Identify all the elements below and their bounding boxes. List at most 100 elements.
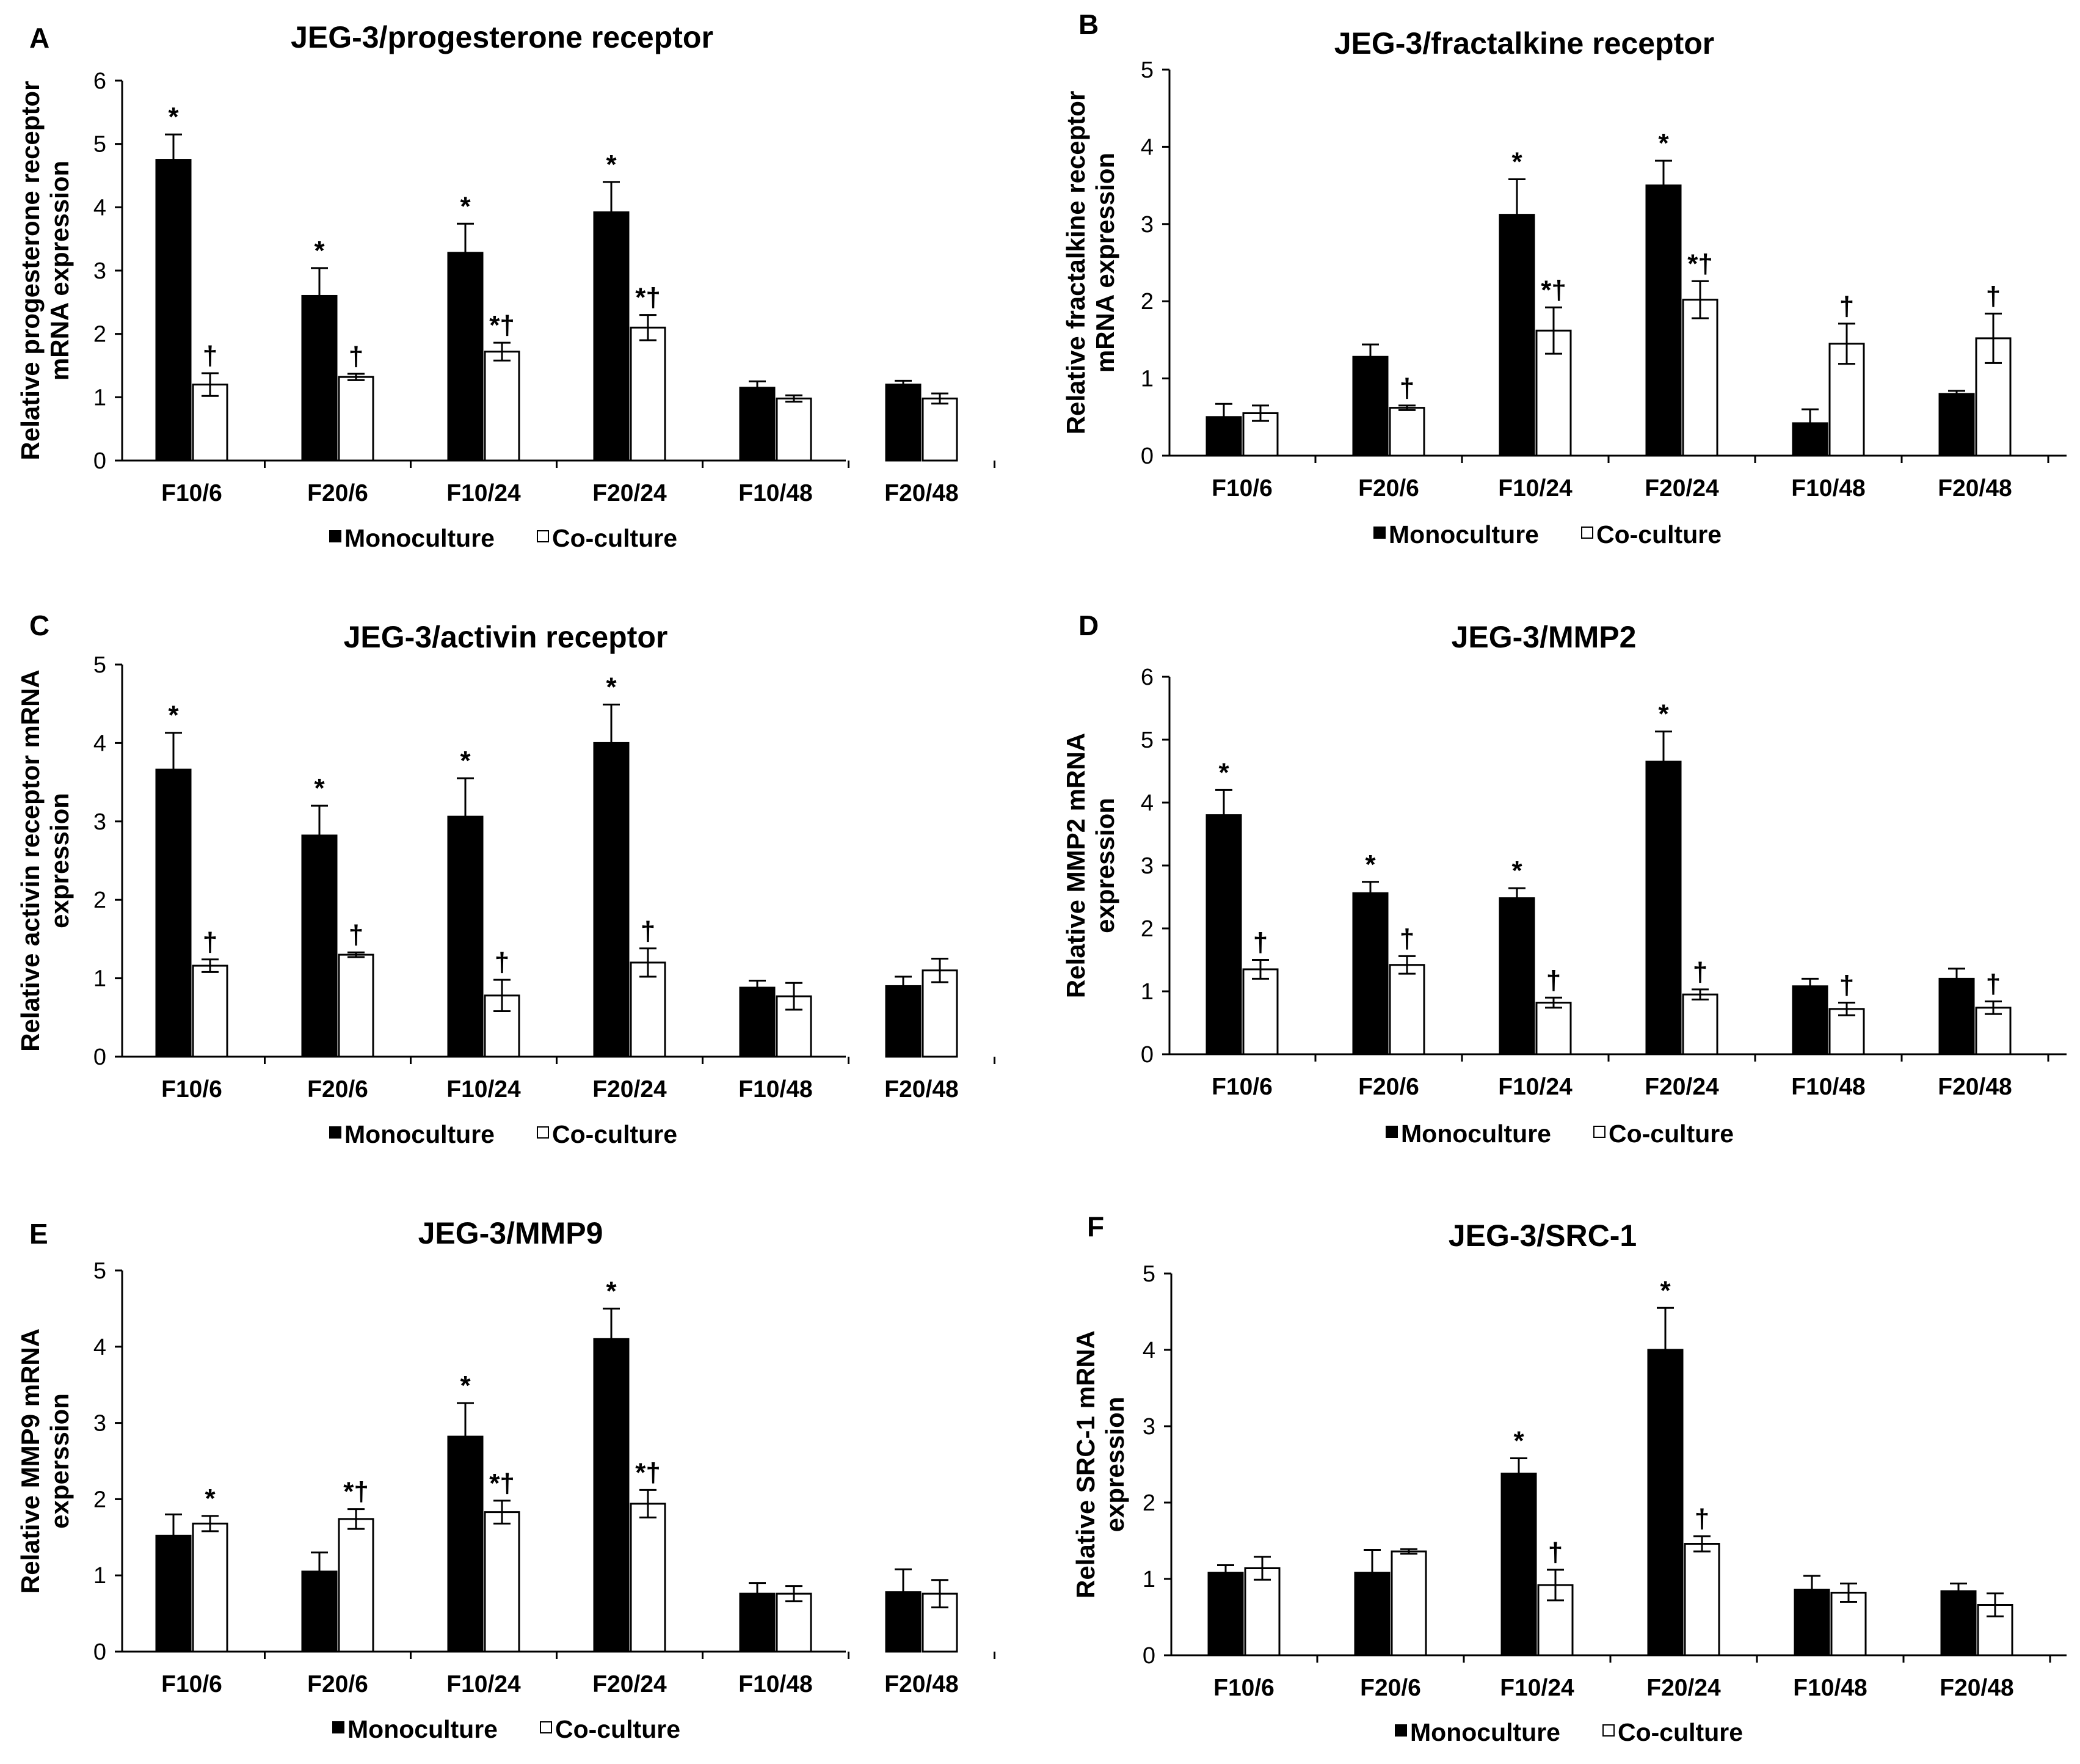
legend-label-monoculture: Monoculture — [347, 1715, 498, 1743]
y-axis-label: experssion — [45, 1393, 74, 1529]
bar-co-culture — [338, 1518, 374, 1653]
bar-monoculture — [1647, 1349, 1684, 1656]
y-axis-label: expression — [45, 793, 74, 928]
x-tick-label: F20/24 — [592, 1671, 667, 1697]
bar-co-culture — [1391, 1550, 1427, 1656]
y-tick-label: 3 — [93, 809, 106, 835]
significance-mark: * — [1660, 1275, 1671, 1305]
bar-co-culture — [1682, 993, 1718, 1055]
bar-co-culture — [1389, 964, 1425, 1055]
y-tick-label: 4 — [1141, 790, 1154, 816]
significance-mark: *† — [489, 1468, 515, 1498]
y-axis-label: Relative MMP2 mRNA — [1061, 733, 1090, 998]
y-tick-label: 1 — [93, 1563, 106, 1589]
y-axis-label: Relative MMP9 mRNA — [16, 1328, 45, 1594]
bar-co-culture — [1389, 407, 1425, 457]
bar-co-culture — [1684, 1543, 1720, 1656]
bar-monoculture — [1500, 1473, 1537, 1656]
significance-mark: † — [349, 341, 363, 371]
bar-co-culture — [1975, 1007, 2012, 1055]
significance-mark: * — [1511, 856, 1522, 886]
legend-label-co-culture: Co-culture — [552, 524, 677, 552]
y-axis-label: mRNA expression — [1091, 153, 1119, 373]
bar-monoculture — [739, 986, 776, 1058]
bar-co-culture — [484, 1511, 520, 1653]
significance-mark: † — [1548, 1537, 1563, 1567]
x-tick-label: F10/24 — [446, 480, 521, 506]
legend: Monoculture Co-culture — [1373, 520, 1722, 549]
y-tick-label: 5 — [1141, 727, 1154, 753]
y-tick-label: 0 — [1141, 1042, 1154, 1068]
x-tick-label: F20/48 — [1938, 475, 2012, 501]
bar-co-culture — [484, 351, 520, 462]
y-axis-label: expression — [1091, 798, 1119, 933]
chart-title: JEG-3/MMP2 — [1452, 620, 1637, 654]
bar-monoculture — [301, 834, 338, 1058]
x-tick-label: F20/24 — [592, 480, 667, 506]
significance-mark: * — [460, 746, 471, 776]
y-axis-label: expression — [1100, 1397, 1129, 1533]
x-tick-label: F10/6 — [1213, 1675, 1275, 1701]
chart-panel-d: D JEG-3/MMP2 Relative MMP2 mRNA expression 0… — [1061, 610, 2067, 1148]
bar-co-culture — [192, 964, 228, 1058]
x-tick-label: F10/6 — [1212, 475, 1273, 501]
y-tick-label: 6 — [1141, 665, 1154, 690]
bar-co-culture — [922, 397, 958, 462]
legend-label-co-culture: Co-culture — [552, 1120, 677, 1148]
y-tick-label: 2 — [1141, 289, 1154, 315]
x-tick-label: F20/6 — [307, 1671, 368, 1697]
x-tick-label: F20/48 — [884, 1671, 958, 1697]
y-tick-label: 2 — [93, 887, 106, 913]
bar-monoculture — [1205, 814, 1242, 1055]
chart-panel-c: C JEG-3/activin receptor Relative activin … — [16, 610, 995, 1148]
y-tick-label: 2 — [93, 1487, 106, 1512]
x-tick-label: F10/24 — [1500, 1675, 1574, 1701]
significance-mark: *† — [1687, 249, 1713, 279]
y-tick-label: 5 — [1143, 1261, 1155, 1287]
legend: Monoculture Co-culture — [1386, 1120, 1734, 1148]
bar-monoculture — [155, 159, 192, 462]
significance-mark: * — [1218, 757, 1229, 787]
bar-co-culture — [338, 953, 374, 1058]
x-tick-label: F20/6 — [307, 1076, 368, 1102]
y-tick-label: 3 — [1141, 853, 1154, 879]
significance-mark: † — [203, 341, 217, 371]
bar-co-culture — [1244, 1567, 1281, 1656]
chart-title: JEG-3/fractalkine receptor — [1334, 26, 1715, 60]
significance-mark: * — [1365, 850, 1376, 880]
bar-co-culture — [1242, 968, 1279, 1055]
x-tick-label: F20/24 — [592, 1076, 667, 1102]
y-tick-label: 1 — [1143, 1567, 1155, 1592]
significance-mark: * — [168, 701, 179, 731]
significance-mark: † — [1839, 971, 1854, 1000]
significance-mark: † — [495, 947, 509, 977]
bar-monoculture — [593, 742, 630, 1058]
significance-mark: *† — [1541, 275, 1566, 305]
y-tick-label: 5 — [93, 1258, 106, 1284]
chart-panel-a: A JEG-3/progesterone receptor Relative pro… — [16, 20, 995, 552]
x-tick-label: F20/6 — [1358, 475, 1419, 501]
significance-mark: *† — [635, 1457, 661, 1487]
significance-mark: * — [460, 191, 471, 221]
bar-monoculture — [1645, 760, 1682, 1055]
legend: Monoculture Co-culture — [329, 524, 677, 552]
x-tick-label: F10/24 — [446, 1076, 521, 1102]
bar-monoculture — [1352, 892, 1389, 1055]
bar-monoculture — [1352, 355, 1389, 457]
significance-mark: † — [1400, 373, 1414, 403]
y-tick-label: 0 — [93, 448, 106, 474]
y-tick-label: 4 — [93, 1335, 106, 1360]
bar-monoculture — [739, 387, 776, 462]
y-tick-label: 4 — [93, 731, 106, 756]
legend-label-co-culture: Co-culture — [1609, 1120, 1734, 1148]
significance-mark: * — [1658, 128, 1669, 158]
y-tick-label: 4 — [93, 195, 106, 221]
y-tick-label: 3 — [1141, 212, 1154, 238]
chart-panel-f: F JEG-3/SRC-1 Relative SRC-1 mRNA expressio… — [1071, 1211, 2067, 1746]
x-tick-label: F10/24 — [1498, 1074, 1573, 1100]
x-tick-label: F20/48 — [1938, 1074, 2012, 1100]
chart-panel-e: E JEG-3/MMP9 Relative MMP9 mRNA experssion 0… — [16, 1216, 995, 1743]
legend: Monoculture Co-culture — [332, 1715, 680, 1743]
legend-swatch-monoculture — [1373, 527, 1386, 539]
